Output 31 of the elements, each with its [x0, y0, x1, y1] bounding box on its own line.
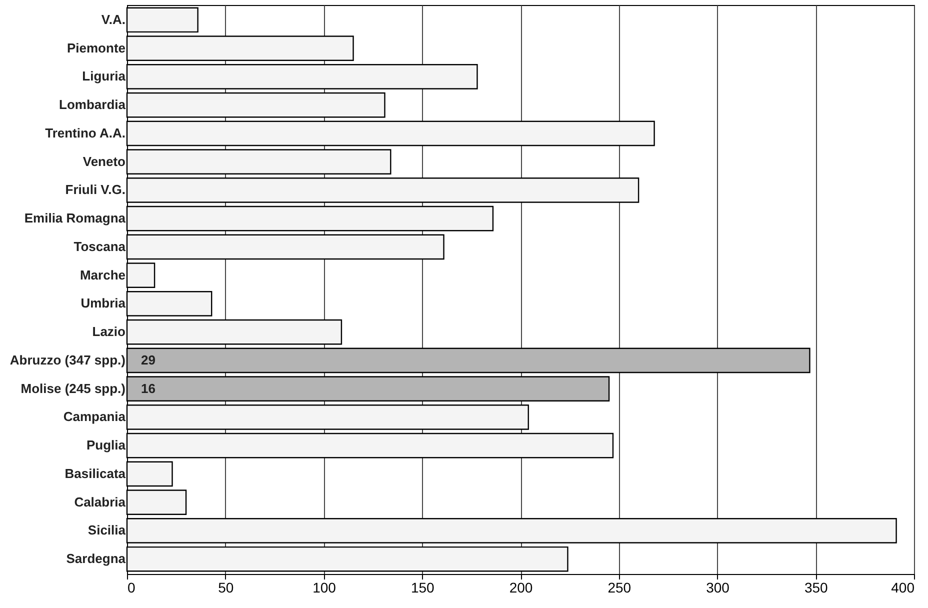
x-tick-label: 150 [410, 580, 435, 596]
y-tick-label: Friuli V.G. [65, 182, 126, 198]
y-tick-label: Molise (245 spp.) [20, 380, 126, 396]
y-tick-label: Piemonte [66, 40, 126, 56]
x-tick-label: 400 [891, 580, 915, 596]
y-tick-label: Basilicata [64, 466, 126, 481]
y-tick-label: Lombardia [59, 97, 126, 112]
y-tick-label: Trentino A.A. [45, 125, 126, 140]
x-tick-label: 250 [608, 580, 632, 596]
y-tick-label: Veneto [82, 154, 126, 169]
x-tick-label: 0 [128, 580, 136, 596]
y-tick-label: V.A. [101, 12, 126, 27]
annotation: 16 [141, 380, 156, 396]
y-tick-label: Marche [80, 267, 126, 282]
y-tick-label: Sicilia [88, 522, 126, 538]
y-tick-label: Lazio [92, 324, 126, 340]
y-tick-label: Calabria [74, 494, 126, 510]
y-tick-label: Sardegna [66, 551, 126, 566]
x-tick-label: 200 [509, 580, 533, 596]
x-tick-label: 100 [312, 580, 336, 596]
y-tick-label: Toscana [74, 238, 126, 254]
y-tick-label: Umbria [80, 296, 126, 311]
y-tick-label: Emilia Romagna [24, 210, 126, 226]
y-tick-label: Campania [63, 409, 126, 424]
x-tick-label: 50 [218, 580, 234, 596]
y-tick-label: Liguria [82, 68, 126, 84]
annotation: 29 [141, 352, 156, 368]
y-tick-label: Abruzzo (347 spp.) [10, 352, 126, 368]
x-tick-label: 350 [804, 580, 828, 596]
x-tick-label: 300 [706, 580, 730, 596]
y-tick-label: Puglia [86, 438, 126, 453]
